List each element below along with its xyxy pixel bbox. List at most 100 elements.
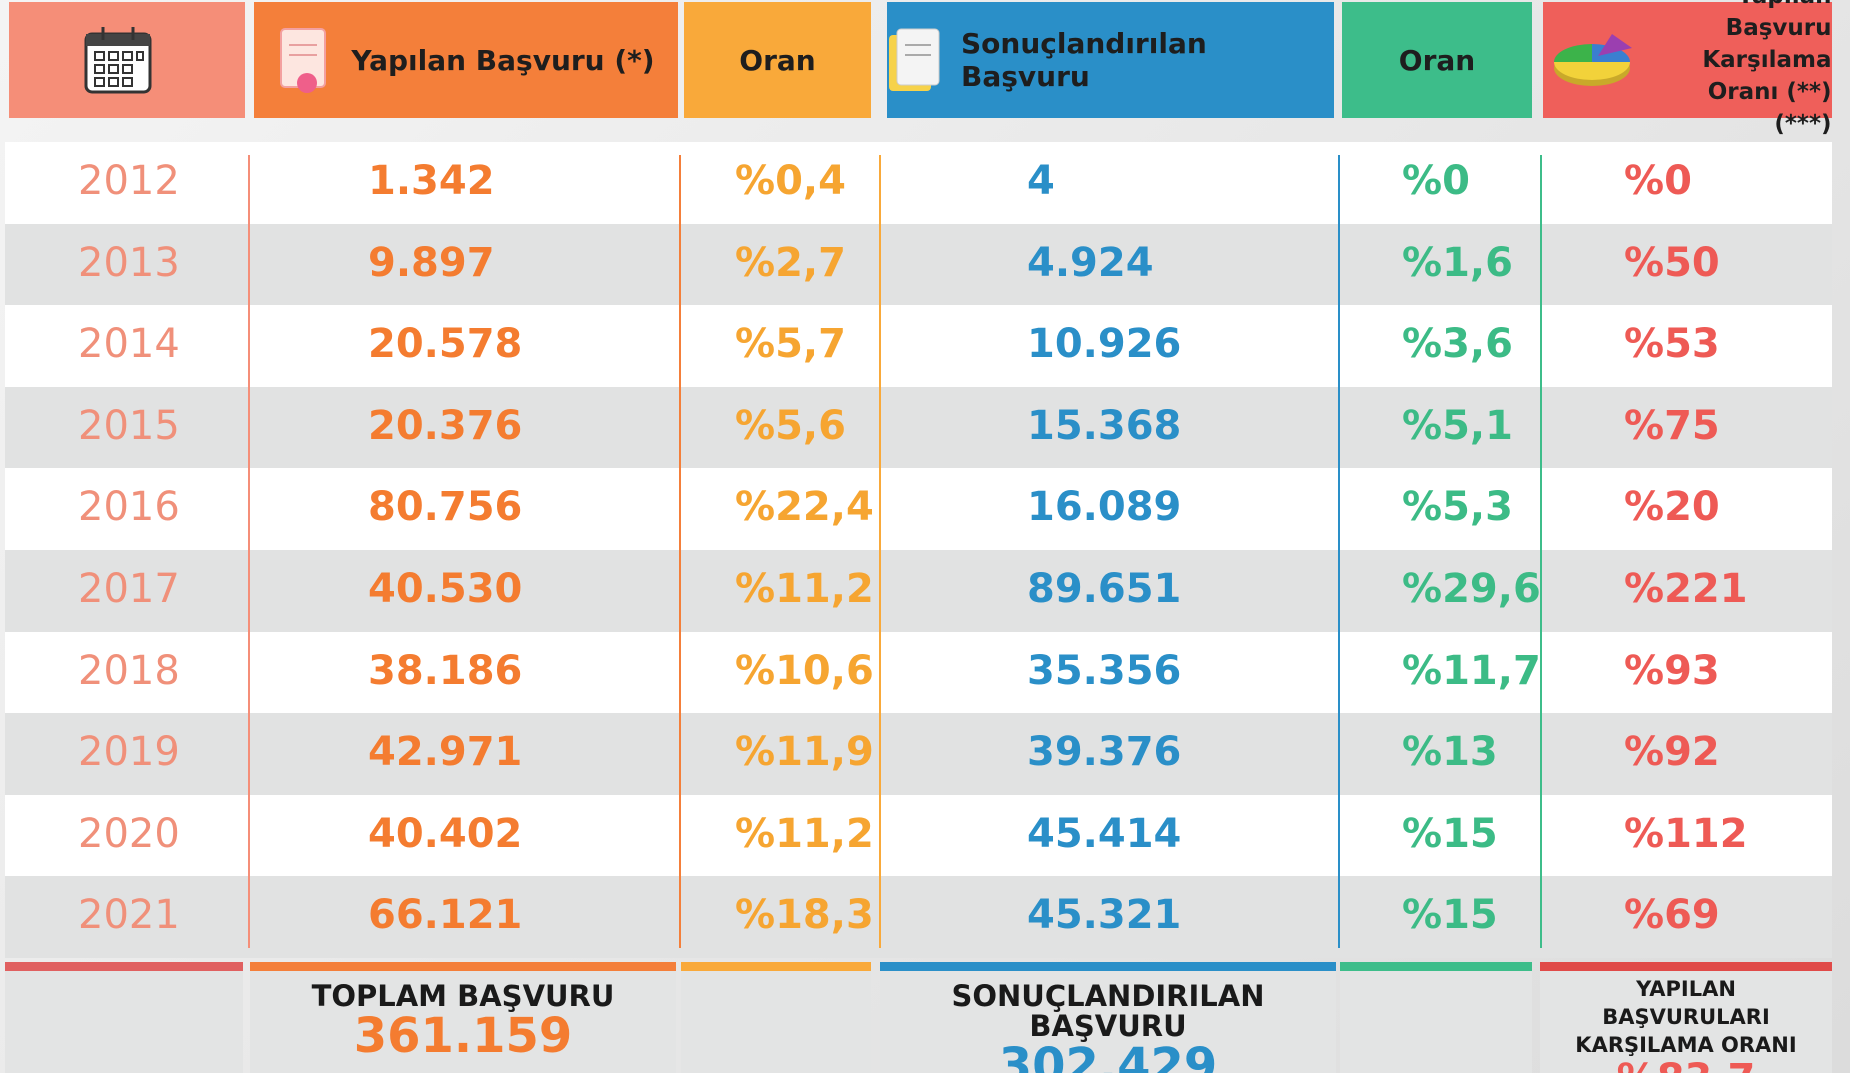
table-row: 2013 9.897 %2,7 4.924 %1,6 %50 — [5, 223, 1832, 306]
coverage-cell: %53 — [1624, 321, 1720, 368]
ratio-cell: %3,6 — [1402, 321, 1513, 368]
concluded-cell: 89.651 — [1027, 566, 1182, 612]
year-cell: 2013 — [78, 239, 180, 286]
concluded-cell: 16.089 — [1027, 484, 1182, 531]
pie-icon — [1553, 34, 1632, 86]
ratio-cell: %5,1 — [1402, 402, 1513, 449]
concluded-cell: 10.926 — [1027, 321, 1182, 368]
header-label: Yapılan Başvuru Karşılama Oranı (**) (**… — [1702, 0, 1832, 137]
color-bar — [880, 962, 1336, 971]
header-label: Oran — [739, 43, 816, 77]
year-cell: 2015 — [78, 402, 180, 449]
separator — [248, 155, 250, 948]
footer-value: %83,7 — [1540, 1059, 1832, 1073]
coverage-cell: %20 — [1624, 484, 1720, 531]
ratio-cell: %5,6 — [735, 402, 846, 449]
year-cell: 2016 — [78, 484, 180, 531]
header-label: Yapılan Başvuru (*) — [351, 43, 655, 77]
year-cell: 2018 — [78, 647, 180, 694]
applications-cell: 66.121 — [368, 892, 523, 939]
coverage-cell: %75 — [1624, 402, 1720, 449]
footer-blank — [5, 971, 243, 1073]
color-bar — [250, 962, 676, 971]
applications-cell: 40.530 — [368, 566, 523, 612]
coverage-cell: %93 — [1624, 647, 1720, 694]
header-calendar — [9, 2, 245, 118]
ratio-cell: %11,2 — [735, 810, 874, 857]
header-label: Oran — [1398, 43, 1476, 77]
coverage-cell: %112 — [1624, 810, 1748, 857]
table-row: 2021 66.121 %18,3 45.321 %15 %69 — [5, 876, 1832, 959]
applications-cell: 9.897 — [368, 239, 495, 286]
applications-cell: 20.376 — [368, 402, 523, 449]
ratio-cell: %22,4 — [735, 484, 874, 531]
concluded-cell: 39.376 — [1027, 729, 1182, 776]
separator — [879, 155, 881, 948]
concluded-cell: 35.356 — [1027, 647, 1182, 694]
year-cell: 2014 — [78, 321, 180, 368]
concluded-cell: 4 — [1027, 158, 1055, 204]
coverage-cell: %69 — [1624, 892, 1720, 939]
applications-cell: 80.756 — [368, 484, 523, 531]
header-concluded: Sonuçlandırılan Başvuru — [887, 2, 1334, 118]
separator — [679, 155, 681, 948]
year-cell: 2017 — [78, 566, 180, 612]
coverage-cell: %0 — [1624, 158, 1692, 204]
applications-cell: 38.186 — [368, 647, 523, 694]
document-icon — [280, 28, 327, 93]
footer-total: TOPLAM BAŞVURU 361.159 — [250, 971, 676, 1073]
footer-value: 302.429 — [998, 1038, 1218, 1073]
ratio-cell: %10,6 — [735, 647, 874, 694]
color-bar — [1340, 962, 1532, 971]
applications-cell: 40.402 — [368, 810, 523, 857]
applications-cell: 42.971 — [368, 729, 523, 776]
ratio-cell: %1,6 — [1402, 239, 1513, 286]
header-ratio-2: Oran — [1342, 2, 1532, 118]
table-row: 2020 40.402 %11,2 45.414 %15 %112 — [5, 794, 1832, 877]
table-row: 2012 1.342 %0,4 4 %0 %0 — [5, 142, 1832, 224]
footer-concluded: SONUÇLANDIRILAN BAŞVURU 302.429 — [880, 971, 1336, 1073]
header-applications: Yapılan Başvuru (*) — [254, 2, 678, 118]
concluded-cell: 45.321 — [1027, 892, 1182, 939]
concluded-cell: 15.368 — [1027, 402, 1182, 449]
footer-blank — [681, 971, 871, 1073]
table-row: 2018 38.186 %10,6 35.356 %11,7 %93 — [5, 631, 1832, 714]
applications-cell: 1.342 — [368, 158, 495, 204]
footer-value: 361.159 — [353, 1008, 573, 1064]
year-cell: 2012 — [78, 158, 180, 204]
color-bar — [1540, 962, 1832, 971]
table-row: 2016 80.756 %22,4 16.089 %5,3 %20 — [5, 468, 1832, 551]
header-label: Sonuçlandırılan Başvuru — [961, 27, 1207, 93]
applications-cell: 20.578 — [368, 321, 523, 368]
ratio-cell: %0,4 — [735, 158, 846, 204]
footer-label: TOPLAM BAŞVURU — [311, 979, 615, 1013]
ratio-cell: %5,7 — [735, 321, 846, 368]
coverage-cell: %50 — [1624, 239, 1720, 286]
footer-rate: YAPILAN BAŞVURULARI KARŞILAMA ORANI %83,… — [1540, 971, 1832, 1073]
header-ratio-1: Oran — [684, 2, 871, 118]
separator — [1540, 155, 1542, 948]
ratio-cell: %29,6 — [1402, 566, 1541, 612]
coverage-cell: %221 — [1624, 566, 1748, 612]
table-row: 2014 20.578 %5,7 10.926 %3,6 %53 — [5, 305, 1832, 388]
concluded-cell: 4.924 — [1027, 239, 1154, 286]
ratio-cell: %11,7 — [1402, 647, 1541, 694]
calendar-icon — [84, 27, 152, 94]
footer-blank — [1340, 971, 1532, 1073]
concluded-cell: 45.414 — [1027, 810, 1182, 857]
coverage-cell: %92 — [1624, 729, 1720, 776]
table-row: 2015 20.376 %5,6 15.368 %5,1 %75 — [5, 386, 1832, 469]
ratio-cell: %15 — [1402, 892, 1498, 939]
color-bar — [681, 962, 871, 971]
footer-label: SONUÇLANDIRILAN BAŞVURU — [951, 979, 1265, 1043]
ratio-cell: %13 — [1402, 729, 1498, 776]
footer-label: YAPILAN BAŞVURULARI KARŞILAMA ORANI — [1575, 977, 1797, 1057]
year-cell: 2020 — [78, 810, 180, 857]
ratio-cell: %15 — [1402, 810, 1498, 857]
ratio-cell: %2,7 — [735, 239, 846, 286]
ratio-cell: %0 — [1402, 158, 1470, 204]
table-row: 2017 40.530 %11,2 89.651 %29,6 %221 — [5, 550, 1832, 632]
separator — [1338, 155, 1340, 948]
table-row: 2019 42.971 %11,9 39.376 %13 %92 — [5, 713, 1832, 796]
